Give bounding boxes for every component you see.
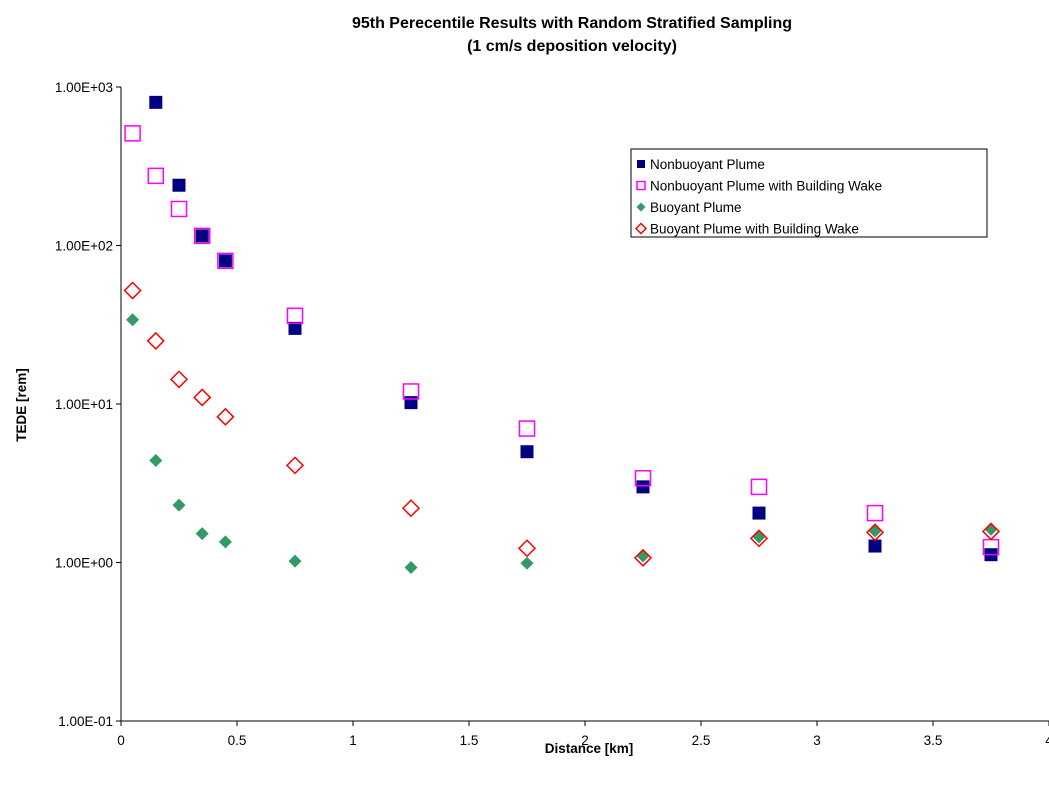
data-point bbox=[216, 407, 235, 426]
data-point bbox=[752, 506, 766, 520]
chart-title: 95th Perecentile Results with Random Str… bbox=[352, 15, 792, 32]
data-point bbox=[401, 499, 421, 518]
x-tick-label: 4 bbox=[1045, 733, 1049, 748]
data-point bbox=[633, 548, 653, 567]
y-tick-label: 1.00E+01 bbox=[55, 397, 113, 412]
x-tick-label: 0 bbox=[117, 733, 125, 748]
data-point bbox=[518, 420, 536, 437]
data-point bbox=[126, 313, 140, 327]
x-tick-label: 0.5 bbox=[228, 733, 247, 748]
legend-label: Buoyant Plume with Building Wake bbox=[650, 222, 859, 237]
data-point bbox=[868, 539, 882, 553]
legend-label: Nonbuoyant Plume with Building Wake bbox=[650, 179, 882, 194]
legend-marker bbox=[636, 180, 646, 191]
x-tick-label: 1.5 bbox=[460, 733, 479, 748]
data-point bbox=[172, 178, 186, 192]
data-point bbox=[866, 504, 884, 522]
y-tick-label: 1.00E-01 bbox=[58, 714, 113, 729]
data-point bbox=[517, 539, 537, 558]
data-point bbox=[865, 523, 885, 542]
data-point bbox=[149, 454, 163, 468]
data-point bbox=[520, 445, 534, 459]
data-point bbox=[286, 307, 304, 325]
data-point bbox=[124, 125, 141, 142]
legend-label: Nonbuoyant Plume bbox=[650, 157, 765, 172]
data-point bbox=[520, 556, 534, 570]
x-tick-label: 1 bbox=[349, 733, 357, 748]
data-point bbox=[402, 383, 420, 400]
data-point bbox=[218, 254, 232, 268]
data-point bbox=[147, 167, 165, 185]
x-tick-label: 2 bbox=[581, 733, 589, 748]
data-point bbox=[750, 478, 768, 496]
data-marks bbox=[123, 95, 1001, 574]
data-point bbox=[749, 529, 769, 548]
chart-subtitle: (1 cm/s deposition velocity) bbox=[467, 38, 677, 55]
data-point bbox=[217, 252, 234, 270]
x-axis-label: Distance [km] bbox=[545, 741, 634, 756]
data-point bbox=[288, 554, 302, 568]
data-point bbox=[169, 370, 189, 389]
data-point bbox=[123, 281, 142, 300]
y-tick-label: 1.00E+03 bbox=[55, 80, 113, 95]
legend-marker bbox=[637, 160, 645, 168]
legend-box bbox=[630, 148, 988, 238]
x-tick-label: 2.5 bbox=[692, 733, 711, 748]
legend-label: Buoyant Plume bbox=[650, 200, 742, 215]
series-2 bbox=[124, 125, 1000, 556]
legend-marker bbox=[636, 202, 646, 212]
data-point bbox=[404, 396, 418, 410]
data-point bbox=[218, 535, 232, 549]
data-point bbox=[195, 527, 209, 541]
data-point bbox=[636, 480, 650, 494]
data-point bbox=[170, 200, 188, 218]
legend-marker bbox=[634, 222, 648, 235]
legend: Nonbuoyant Plume Nonbuoyant Plume with Bu… bbox=[630, 148, 988, 238]
series-4 bbox=[123, 281, 1001, 567]
x-tick-label: 3 bbox=[813, 733, 821, 748]
data-point bbox=[193, 388, 212, 407]
data-point bbox=[195, 229, 209, 243]
data-point bbox=[172, 498, 186, 512]
data-point bbox=[981, 522, 1001, 541]
data-point bbox=[288, 321, 302, 335]
data-point bbox=[146, 331, 165, 350]
x-tick-label: 3.5 bbox=[924, 733, 943, 748]
y-tick-label: 1.00E+00 bbox=[55, 556, 113, 571]
data-point bbox=[193, 227, 211, 245]
data-point bbox=[634, 470, 652, 487]
axes: 1.00E-01 1.00E+00 1.00E+01 1.00E+02 1.00E+03… bbox=[55, 80, 1049, 748]
data-point bbox=[404, 560, 418, 574]
y-tick-label: 1.00E+02 bbox=[55, 239, 113, 254]
y-axis-label: TEDE [rem] bbox=[14, 368, 29, 442]
data-point bbox=[149, 95, 163, 109]
data-point bbox=[285, 456, 305, 475]
